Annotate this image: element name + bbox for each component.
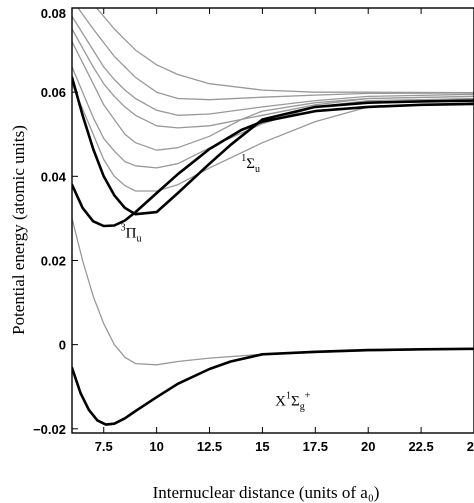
curve-9 [72,15,474,116]
y-tick-label: 0 [59,338,66,353]
y-axis-label: Potential energy (atomic units) [9,125,28,335]
y-tick-label: 0.08 [41,6,66,21]
curve-group [72,8,474,426]
x-tick-label: 20 [361,439,375,454]
highlighted-curve-4 [72,76,474,216]
x-tick-label: 17.5 [303,439,328,454]
y-tick-label: 0.06 [41,85,66,100]
y-axis-ticks: −0.02 0 0.02 0.04 0.06 0.08 [33,6,78,437]
curve-11 [95,8,474,94]
x-axis-ticks: 7.5 10 12.5 15 17.5 20 22.5 25 [95,8,474,454]
x-tick-label: 10 [149,439,163,454]
plot-frame [71,7,474,434]
state-label-x1sg: X1Σg+ [275,391,311,413]
state-label-sigma1u: 1Σu [241,153,260,175]
curve-5 [72,83,474,192]
x-tick-label: 12.5 [197,439,222,454]
x-tick-label: 25 [467,439,474,454]
curve-8 [72,28,474,129]
curve-annotations: X1Σg+ 3Πu 1Σu [121,153,311,413]
x-axis-label: Internuclear distance (units of a₀) [153,483,380,502]
highlighted-curve-3 [72,102,474,228]
state-label-pi3u: 3Πu [121,222,142,244]
y-tick-label: 0.02 [41,253,66,268]
y-tick-label: −0.02 [33,422,66,437]
x-tick-label: 15 [255,439,269,454]
highlighted-curve-1 [72,347,474,426]
curve-7 [72,41,474,151]
x-tick-label: 22.5 [408,439,433,454]
x-tick-label: 7.5 [95,439,113,454]
curve-10 [77,8,474,101]
y-tick-label: 0.04 [41,169,67,184]
